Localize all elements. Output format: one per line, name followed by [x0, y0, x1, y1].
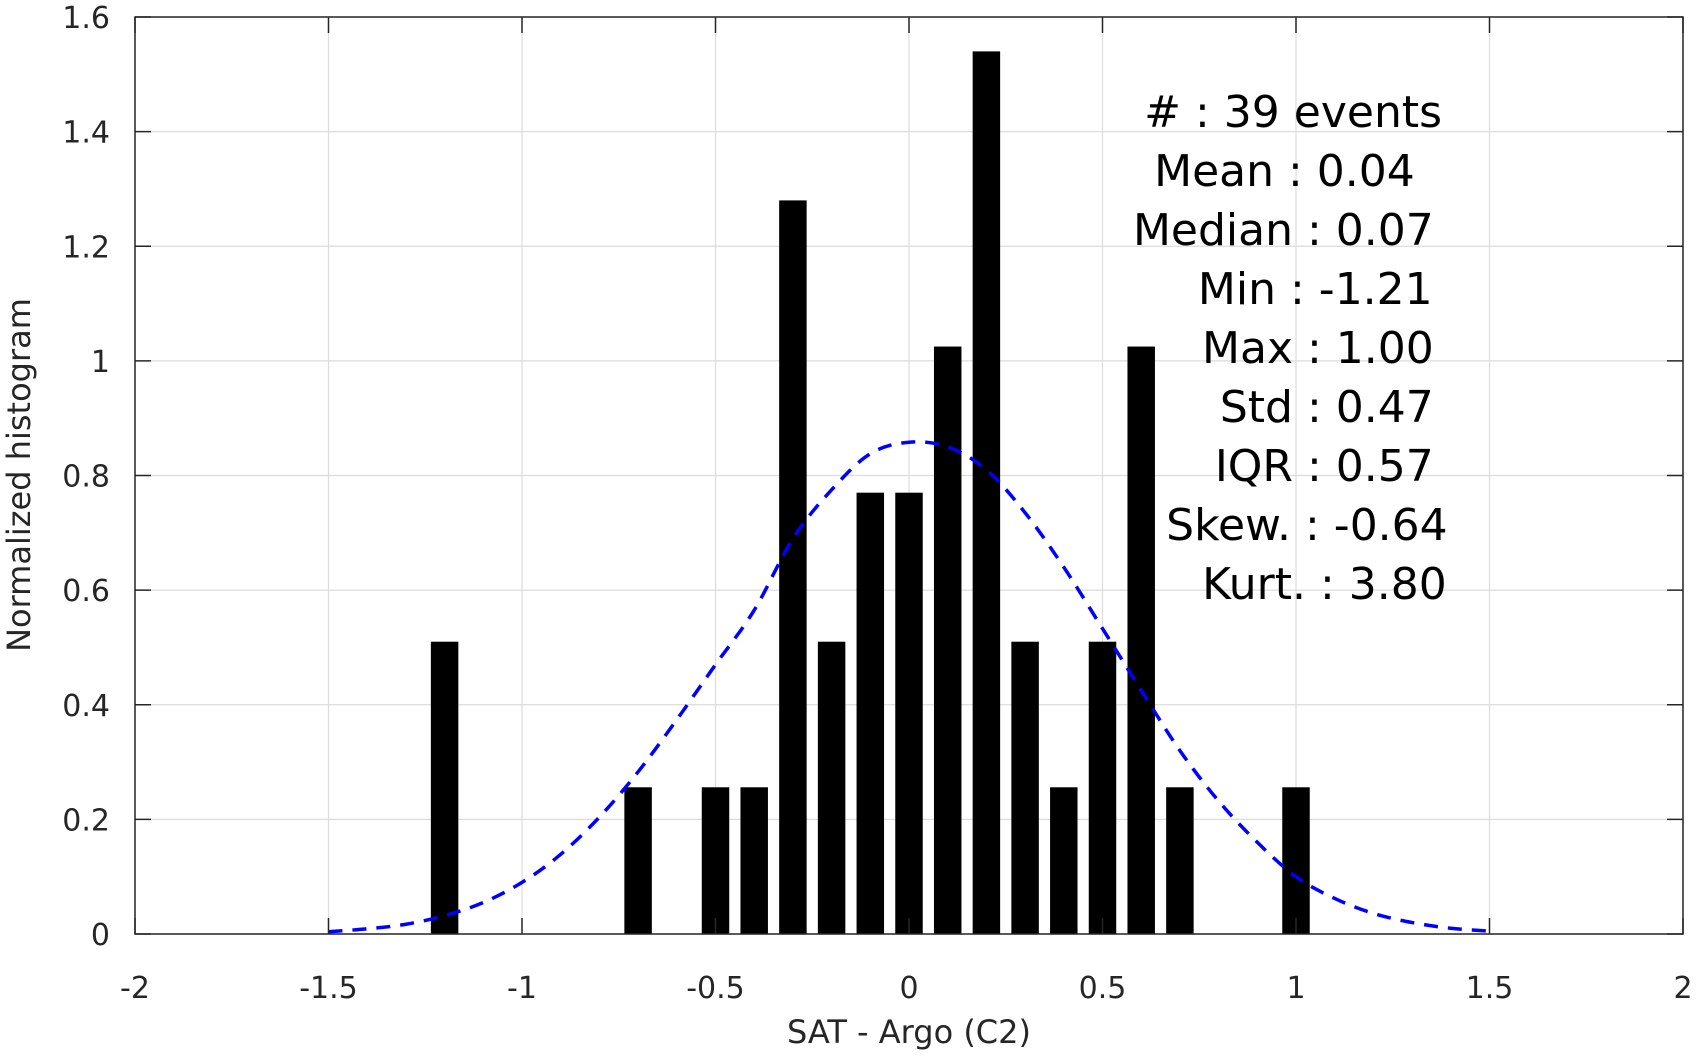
- histogram-bar: [972, 51, 1001, 934]
- y-tick-label: 1.4: [62, 116, 110, 151]
- stat-label: Std: [1220, 382, 1293, 433]
- stat-label: Min: [1198, 264, 1276, 315]
- histogram-bar: [779, 200, 807, 934]
- histogram-bar: [1050, 787, 1078, 934]
- stat-label: Kurt.: [1202, 559, 1306, 610]
- stat-value: : -1.21: [1290, 264, 1433, 315]
- y-tick-label: 0.6: [62, 574, 110, 609]
- axis-ticks: [134, 16, 1684, 935]
- histogram-bar: [430, 641, 459, 934]
- y-tick-label: 0: [91, 918, 110, 953]
- y-tick-label: 1: [91, 345, 110, 380]
- y-axis-label: Normalized histogram: [0, 298, 38, 652]
- x-tick-label: 0.5: [1079, 971, 1127, 1006]
- stat-label: Mean: [1154, 146, 1274, 197]
- stat-label: Max: [1202, 323, 1293, 374]
- stat-value: : -0.64: [1305, 500, 1448, 551]
- x-tick-label: 2: [1673, 971, 1692, 1006]
- histogram-bar: [895, 492, 923, 934]
- x-tick-label: -1: [507, 971, 537, 1006]
- stat-value: : 39 events: [1195, 87, 1442, 138]
- y-tick-label: 0.8: [62, 460, 110, 495]
- y-tick-label: 1.2: [62, 230, 110, 265]
- histogram-bar: [1011, 641, 1039, 934]
- normal-fit-curve: [328, 440, 1490, 934]
- stat-value: : 0.07: [1307, 205, 1434, 256]
- histogram-bars: [430, 51, 1310, 934]
- x-tick-label: -1.5: [299, 971, 358, 1006]
- histogram-bar: [1088, 641, 1117, 934]
- histogram-bar: [740, 787, 768, 934]
- x-tick-label: -0.5: [686, 971, 745, 1006]
- stat-label: #: [1144, 87, 1181, 138]
- x-tick-label: 1.5: [1466, 971, 1514, 1006]
- y-tick-label: 1.6: [62, 1, 110, 36]
- stat-label: IQR: [1215, 441, 1293, 492]
- statistics-box: # : 39 events Mean : 0.04 Median : 0.07 Min : -…: [1133, 87, 1448, 610]
- x-tick-labels: -2 -1.5 -1 -0.5 0 0.5 1 1.5 2: [120, 971, 1693, 1006]
- stat-label: Median: [1133, 205, 1293, 256]
- histogram-bar: [1127, 346, 1155, 934]
- stat-label: Skew.: [1166, 500, 1291, 551]
- histogram-bar: [933, 346, 962, 934]
- x-tick-label: -2: [120, 971, 150, 1006]
- histogram-bar: [817, 641, 846, 934]
- stat-value: : 0.47: [1307, 382, 1434, 433]
- histogram-bar: [701, 787, 730, 934]
- histogram-bar: [1166, 787, 1194, 934]
- y-tick-label: 0.4: [62, 689, 110, 724]
- stat-value: : 3.80: [1320, 559, 1447, 610]
- histogram-bar: [624, 787, 652, 934]
- histogram-bar: [1282, 787, 1310, 934]
- stat-value: : 0.04: [1288, 146, 1415, 197]
- x-tick-label: 1: [1286, 971, 1305, 1006]
- stat-value: : 0.57: [1307, 441, 1434, 492]
- histogram-bar: [856, 492, 885, 934]
- stat-value: : 1.00: [1307, 323, 1434, 374]
- y-tick-labels: 0 0.2 0.4 0.6 0.8 1 1.2 1.4 1.6: [62, 1, 110, 953]
- y-tick-label: 0.2: [62, 803, 110, 838]
- x-axis-label: SAT - Argo (C2): [787, 1013, 1031, 1051]
- x-tick-label: 0: [899, 971, 918, 1006]
